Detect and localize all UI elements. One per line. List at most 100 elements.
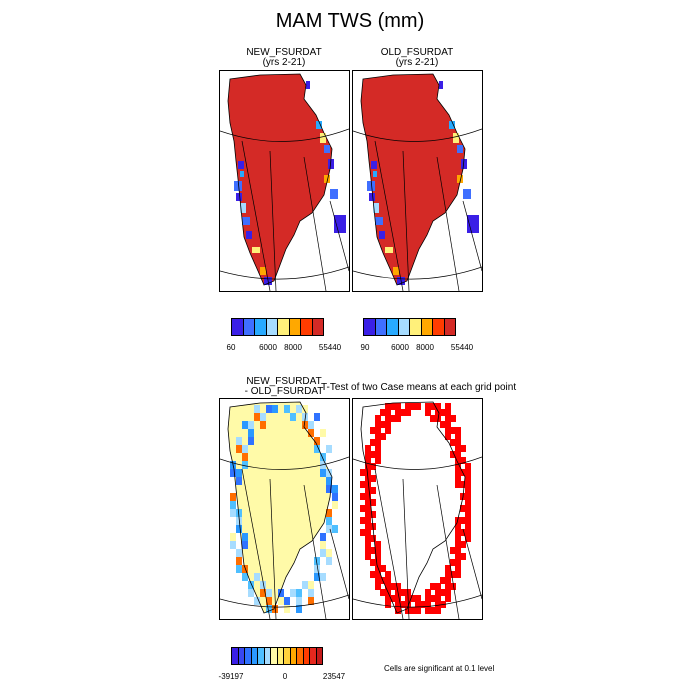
significant-grid-cell	[420, 601, 426, 608]
significant-grid-cell	[375, 439, 381, 446]
graticule-line	[436, 156, 460, 291]
significant-grid-cell	[440, 421, 446, 428]
difference-grid-cell	[320, 541, 326, 549]
difference-grid-cell	[236, 525, 242, 533]
significant-grid-cell	[360, 469, 366, 476]
difference-grid-cell	[236, 445, 242, 453]
coastline	[360, 73, 466, 286]
significant-grid-cell	[365, 481, 371, 488]
coastal-grid-cell	[373, 203, 379, 213]
coastal-grid-cell	[467, 215, 479, 233]
significant-grid-cell	[365, 517, 371, 524]
coastal-grid-cell	[367, 181, 375, 191]
colorbar-diff	[231, 647, 336, 665]
significant-grid-cell	[455, 535, 461, 542]
significant-grid-cell	[365, 553, 371, 560]
significant-grid-cell	[455, 529, 461, 536]
difference-grid-cell	[236, 565, 242, 573]
significant-grid-cell	[385, 601, 391, 608]
graticule-line	[462, 200, 482, 272]
significant-grid-cell	[435, 601, 441, 608]
significant-grid-cell	[365, 523, 371, 530]
significant-grid-cell	[365, 445, 371, 452]
significant-grid-cell	[395, 595, 401, 602]
significant-grid-cell	[360, 505, 366, 512]
colorbar-new-tick-1: 6000	[259, 343, 277, 352]
significant-grid-cell	[365, 535, 371, 542]
panel-title-new: NEW_FSURDAT (yrs 2-21)	[219, 48, 349, 68]
significant-grid-cell	[450, 415, 456, 422]
significant-grid-cell	[415, 403, 421, 410]
significant-grid-cell	[410, 607, 416, 614]
significant-grid-cell	[415, 607, 421, 614]
significant-grid-cell	[455, 427, 461, 434]
coastal-grid-cell	[393, 267, 399, 275]
significant-grid-cell	[375, 547, 381, 554]
difference-grid-cell	[236, 477, 242, 485]
difference-grid-cell	[230, 501, 236, 509]
significant-grid-cell	[455, 547, 461, 554]
difference-grid-cell	[230, 533, 236, 541]
significant-grid-cell	[465, 493, 471, 500]
significant-grid-cell	[445, 589, 451, 596]
significant-grid-cell	[430, 595, 436, 602]
significant-grid-cell	[365, 511, 371, 518]
difference-grid-cell	[248, 421, 254, 429]
graticule-line	[241, 468, 271, 619]
difference-grid-cell	[242, 421, 248, 429]
graticule-line	[329, 528, 349, 600]
difference-grid-cell	[314, 413, 320, 421]
significant-grid-cell	[360, 481, 366, 488]
significant-grid-cell	[465, 535, 471, 542]
significant-grid-cell	[385, 421, 391, 428]
coastal-grid-cell	[457, 145, 463, 153]
significant-grid-cell	[450, 559, 456, 566]
significant-grid-cell	[375, 421, 381, 428]
difference-grid-cell	[266, 605, 272, 613]
significant-grid-cell	[375, 415, 381, 422]
significant-grid-cell	[455, 463, 461, 470]
difference-grid-cell	[260, 589, 266, 597]
significant-grid-cell	[400, 589, 406, 596]
significant-grid-cell	[365, 529, 371, 536]
significant-grid-cell	[440, 589, 446, 596]
difference-grid-cell	[308, 581, 314, 589]
significant-grid-cell	[440, 409, 446, 416]
coastal-grid-cell	[236, 193, 242, 201]
graticule-line	[269, 478, 277, 619]
graticule-line	[269, 150, 277, 291]
significant-grid-cell	[370, 427, 376, 434]
coastal-grid-cell	[234, 181, 242, 191]
panel-title-old-line2: (yrs 2-21)	[395, 57, 439, 68]
significant-grid-cell	[460, 457, 466, 464]
graticule-line	[303, 156, 327, 291]
graticule-line	[220, 128, 349, 142]
coastal-grid-cell	[260, 267, 266, 275]
significant-grid-cell	[445, 565, 451, 572]
significant-grid-cell	[465, 505, 471, 512]
difference-grid-cell	[260, 581, 266, 589]
significant-grid-cell	[375, 559, 381, 566]
difference-grid-cell	[326, 445, 332, 453]
difference-grid-cell	[242, 445, 248, 453]
coastal-grid-cell	[328, 159, 334, 169]
significant-grid-cell	[390, 583, 396, 590]
coastal-grid-cell	[334, 215, 346, 233]
significant-grid-cell	[450, 427, 456, 434]
coastal-grid-cell	[379, 231, 385, 239]
significant-grid-cell	[385, 595, 391, 602]
difference-grid-cell	[266, 405, 272, 413]
map-panel-old	[352, 70, 483, 292]
ice-sheet-fill	[228, 74, 332, 285]
significant-grid-cell	[460, 553, 466, 560]
graticule-line	[220, 266, 349, 280]
difference-grid-cell	[260, 421, 266, 429]
significant-grid-cell	[395, 607, 401, 614]
significant-grid-cell	[410, 595, 416, 602]
colorbar-new-swatch	[311, 318, 324, 336]
difference-grid-cell	[308, 589, 314, 597]
difference-grid-cell	[242, 453, 248, 461]
significant-grid-cell	[400, 601, 406, 608]
greenland-map-new	[220, 73, 349, 291]
significant-grid-cell	[460, 541, 466, 548]
